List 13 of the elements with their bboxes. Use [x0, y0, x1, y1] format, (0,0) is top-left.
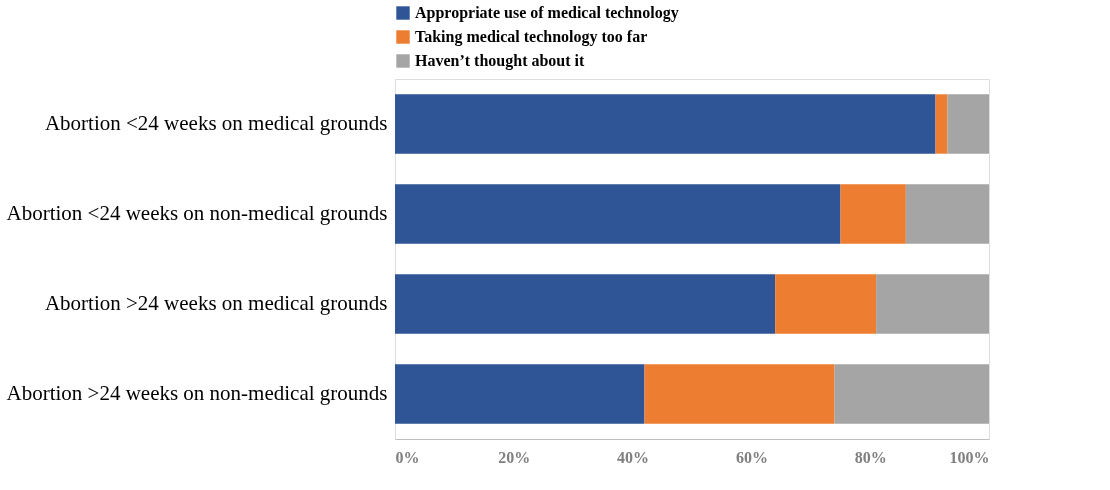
x-tick-label: 80% [854, 448, 887, 466]
legend-label: Haven’t thought about it [415, 52, 586, 70]
y-tick-label: Abortion >24 weeks on medical grounds [44, 291, 388, 315]
x-tick-label: 100% [949, 448, 990, 466]
legend-label: Taking medical technology too far [415, 28, 648, 46]
x-tick-label: 20% [498, 448, 531, 466]
y-tick-label: Abortion <24 weeks on non-medical grounds [6, 201, 388, 225]
y-tick-label: Abortion <24 weeks on medical grounds [44, 111, 388, 135]
x-tick-label: 60% [735, 448, 768, 466]
legend-label: Appropriate use of medical technology [415, 4, 679, 22]
x-tick-label: 0% [395, 448, 420, 466]
x-tick-label: 40% [617, 448, 650, 466]
y-tick-label: Abortion >24 weeks on non-medical grounds [6, 381, 388, 405]
